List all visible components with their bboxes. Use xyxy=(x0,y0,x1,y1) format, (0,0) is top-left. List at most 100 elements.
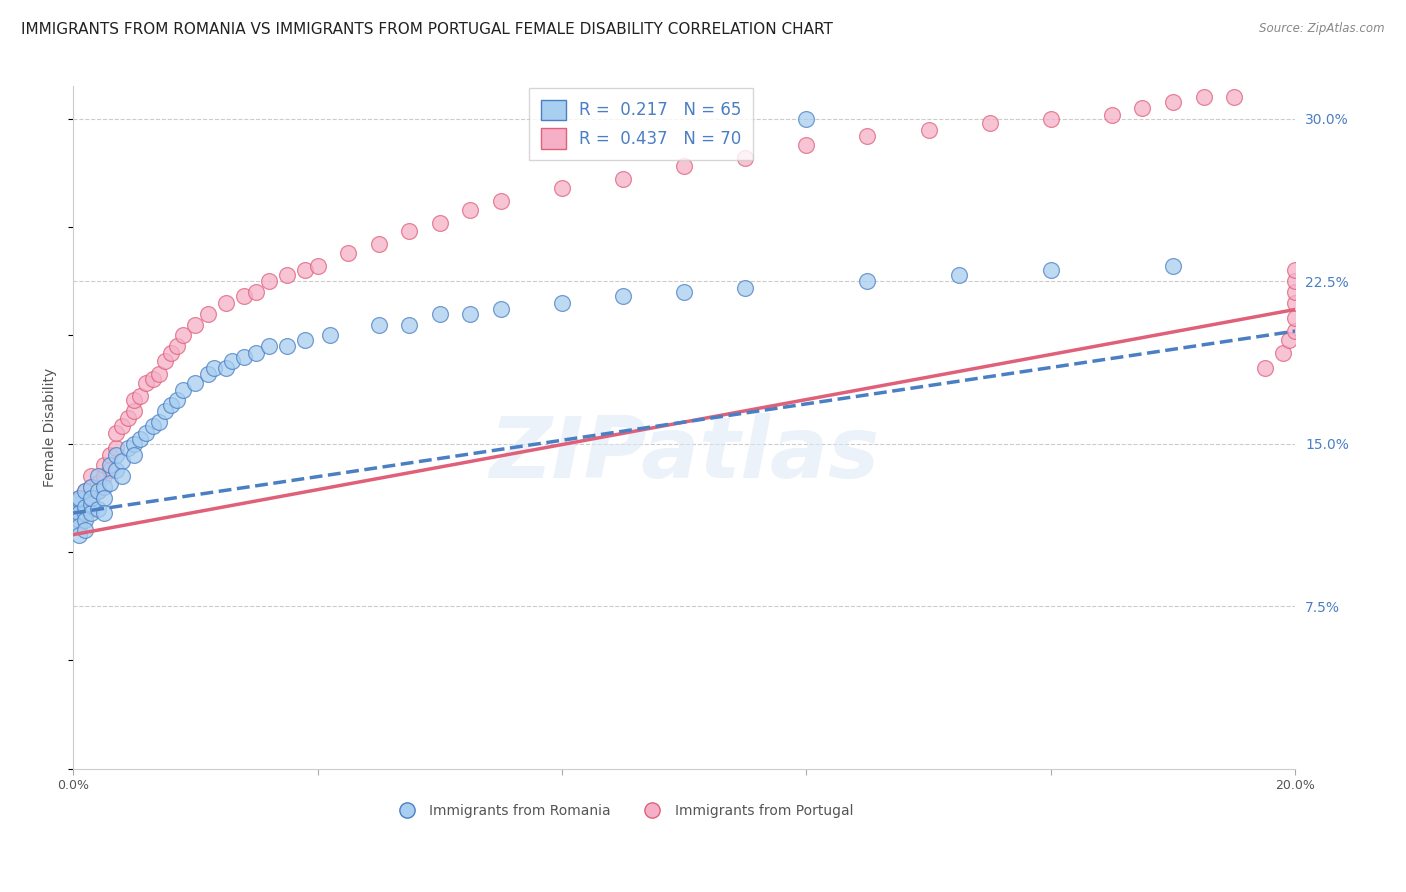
Point xyxy=(129,389,152,403)
Point xyxy=(398,224,420,238)
Point xyxy=(80,469,103,483)
Point xyxy=(202,360,225,375)
Point xyxy=(184,318,207,332)
Text: Source: ZipAtlas.com: Source: ZipAtlas.com xyxy=(1260,22,1385,36)
Point xyxy=(67,512,90,526)
Point xyxy=(489,302,512,317)
Point xyxy=(75,512,97,526)
Point xyxy=(122,404,145,418)
Point xyxy=(104,463,127,477)
Point xyxy=(67,506,90,520)
Text: IMMIGRANTS FROM ROMANIA VS IMMIGRANTS FROM PORTUGAL FEMALE DISABILITY CORRELATIO: IMMIGRANTS FROM ROMANIA VS IMMIGRANTS FR… xyxy=(21,22,832,37)
Point xyxy=(796,112,818,126)
Point xyxy=(80,501,103,516)
Point xyxy=(1284,274,1306,288)
Point xyxy=(276,339,298,353)
Point xyxy=(98,475,121,490)
Point xyxy=(948,268,970,282)
Point xyxy=(856,129,879,144)
Point xyxy=(67,493,90,508)
Point xyxy=(80,506,103,520)
Point xyxy=(166,393,188,408)
Point xyxy=(294,333,316,347)
Point xyxy=(1284,263,1306,277)
Point xyxy=(612,289,634,303)
Legend: Immigrants from Romania, Immigrants from Portugal: Immigrants from Romania, Immigrants from… xyxy=(388,798,859,823)
Point xyxy=(1272,345,1295,359)
Point xyxy=(98,448,121,462)
Point xyxy=(215,360,238,375)
Point xyxy=(294,263,316,277)
Point xyxy=(367,318,389,332)
Point xyxy=(160,345,183,359)
Point xyxy=(93,469,115,483)
Point xyxy=(1278,333,1301,347)
Point xyxy=(86,484,108,499)
Point xyxy=(75,524,97,538)
Point xyxy=(67,491,90,505)
Point xyxy=(458,202,481,217)
Point xyxy=(67,512,90,526)
Point xyxy=(257,274,280,288)
Point xyxy=(75,506,97,520)
Point xyxy=(233,350,256,364)
Point xyxy=(104,425,127,440)
Point xyxy=(129,433,152,447)
Point xyxy=(489,194,512,209)
Point xyxy=(1161,259,1184,273)
Point xyxy=(67,497,90,511)
Point xyxy=(429,216,451,230)
Point xyxy=(1039,112,1062,126)
Point xyxy=(307,259,329,273)
Point xyxy=(75,497,97,511)
Point xyxy=(796,137,818,152)
Point xyxy=(122,436,145,450)
Point xyxy=(86,469,108,483)
Point xyxy=(172,328,194,343)
Point xyxy=(148,415,170,429)
Point xyxy=(98,458,121,473)
Point xyxy=(612,172,634,186)
Point xyxy=(160,398,183,412)
Point xyxy=(1253,360,1275,375)
Point xyxy=(197,307,219,321)
Point xyxy=(67,501,90,516)
Point xyxy=(979,116,1001,130)
Point xyxy=(257,339,280,353)
Point xyxy=(1161,95,1184,109)
Point xyxy=(80,480,103,494)
Point xyxy=(166,339,188,353)
Point xyxy=(80,491,103,505)
Point xyxy=(75,484,97,499)
Point xyxy=(117,410,139,425)
Point xyxy=(86,475,108,490)
Point xyxy=(172,383,194,397)
Point xyxy=(98,463,121,477)
Point xyxy=(215,296,238,310)
Point xyxy=(856,274,879,288)
Point xyxy=(551,181,574,195)
Point xyxy=(67,491,90,505)
Point xyxy=(111,469,134,483)
Point xyxy=(734,151,756,165)
Point xyxy=(398,318,420,332)
Point xyxy=(184,376,207,390)
Point xyxy=(111,454,134,468)
Point xyxy=(104,448,127,462)
Point xyxy=(93,480,115,494)
Point xyxy=(141,419,163,434)
Point xyxy=(104,441,127,455)
Point xyxy=(141,372,163,386)
Point xyxy=(337,246,360,260)
Point xyxy=(75,484,97,499)
Point xyxy=(93,458,115,473)
Point xyxy=(1284,285,1306,299)
Point xyxy=(1192,90,1215,104)
Point xyxy=(1223,90,1246,104)
Point xyxy=(75,500,97,514)
Point xyxy=(1284,324,1306,338)
Point xyxy=(673,160,696,174)
Point xyxy=(117,441,139,455)
Point xyxy=(148,368,170,382)
Point xyxy=(122,393,145,408)
